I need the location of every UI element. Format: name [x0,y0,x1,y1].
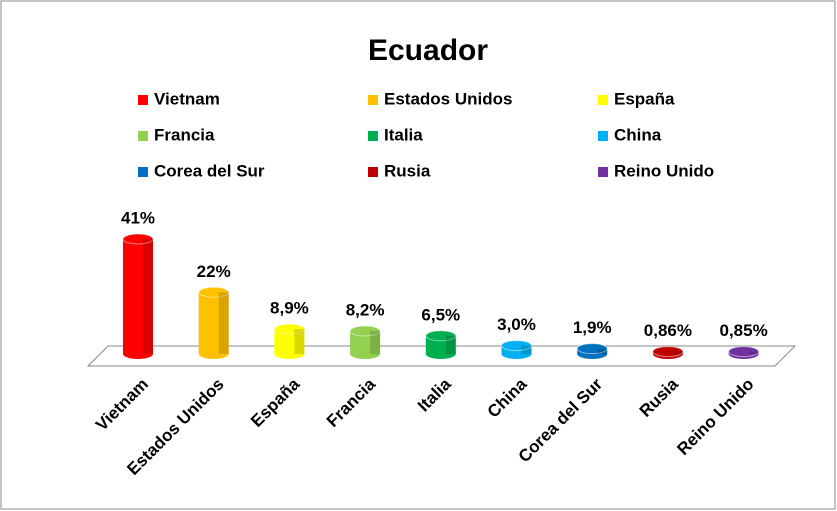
bar-shade [597,348,608,354]
bar-shade [521,345,532,354]
legend-item: Estados Unidos [368,89,512,108]
legend-swatch [138,131,148,141]
data-label: 1,9% [573,318,612,337]
bar [728,346,760,359]
legend-label: Vietnam [154,89,220,108]
legend-item: China [598,125,662,144]
legend-swatch [598,167,608,177]
bar [349,325,381,359]
bar-body [350,331,381,354]
bar [122,233,154,359]
data-label: 8,2% [346,300,385,319]
bar [273,323,305,359]
legend-label: Estados Unidos [384,89,512,108]
legend-label: Francia [154,125,215,144]
legend-swatch [598,95,608,105]
legend-label: Rusia [384,161,431,180]
legend-swatch [598,131,608,141]
legend-item: Italia [368,125,423,144]
data-label: 41% [121,208,155,227]
chart-title: Ecuador [368,34,488,67]
bar-top [576,343,608,355]
legend-label: España [614,89,675,108]
legend-swatch [138,167,148,177]
legend-item: Vietnam [138,89,220,108]
bar-top [728,346,760,358]
bar-bottom [274,349,305,359]
legend-item: Rusia [368,161,431,180]
legend-swatch [368,131,378,141]
bar [501,340,532,359]
bar-shade [294,329,305,354]
legend-swatch [138,95,148,105]
legend-label: Corea del Sur [154,161,265,180]
bar [198,286,230,359]
bar-shade [370,331,381,354]
bar [576,343,608,359]
data-label: 22% [197,262,231,281]
bar-top [273,323,305,335]
bar-top [198,286,230,298]
bar-shade [218,292,229,354]
legend-swatch [368,167,378,177]
data-label: 3,0% [497,315,536,334]
legend-label: Italia [384,125,423,144]
bar-body [123,239,153,354]
bar-top [425,330,457,342]
data-label: 0,86% [644,321,692,340]
bar-shade [748,351,759,354]
legend-item: Corea del Sur [138,161,265,180]
bar-top [652,346,684,358]
data-label: 6,5% [421,305,460,324]
bar-top [349,325,381,337]
bar-shade [143,239,153,354]
legend-label: Reino Unido [614,161,714,180]
legend-item: Francia [138,125,215,144]
bar-bottom [425,349,456,359]
bar-body [198,292,229,354]
bar-bottom [350,349,381,359]
bar-shade [672,351,683,354]
legend-item: España [598,89,675,108]
data-label: 0,85% [719,321,767,340]
bar-shade [445,335,456,354]
bar [425,330,457,359]
data-label: 8,9% [270,299,309,318]
bar-bottom [501,349,532,359]
legend-label: China [614,125,662,144]
bar-top [122,233,154,245]
legend-item: Reino Unido [598,161,714,180]
bar-top [501,340,532,352]
bar [652,346,684,359]
legend-swatch [368,95,378,105]
bar-bottom [123,349,153,359]
bar-bottom [198,349,229,359]
